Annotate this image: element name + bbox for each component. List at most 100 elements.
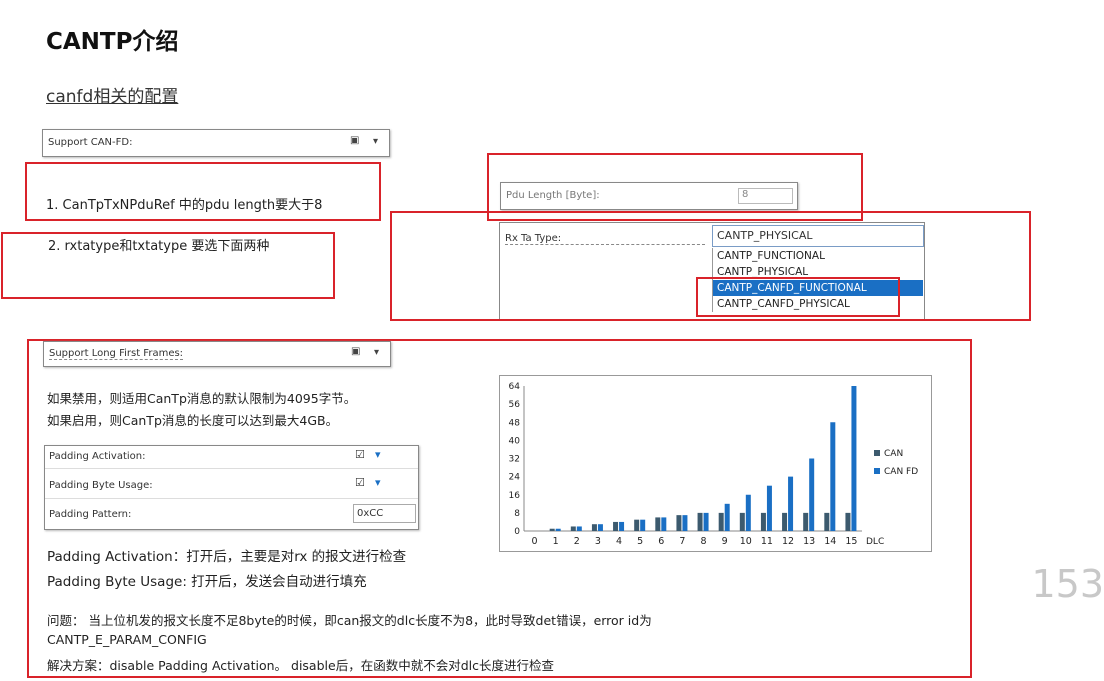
ta-type-options-list: CANTP_FUNCTIONAL CANTP_PHYSICAL CANTP_CA… [712, 248, 923, 312]
padding-byte-usage-checkbox[interactable]: ☑ [355, 476, 365, 489]
legend-swatch [874, 450, 880, 456]
bar-can [697, 512, 703, 531]
support-long-ff-label: Support Long First Frames: [49, 348, 184, 360]
ta-type-select[interactable]: CANTP_PHYSICAL [712, 225, 924, 247]
note-pdu-length: 1. CanTpTxNPduRef 中的pdu length要大于8 [46, 198, 323, 213]
x-tick-label: 1 [553, 536, 559, 547]
x-tick-label: 2 [574, 536, 580, 547]
bar-can [591, 524, 597, 531]
padding-config-panel: Padding Activation: ☑ ▾ Padding Byte Usa… [44, 445, 419, 530]
y-tick-label: 32 [509, 455, 520, 465]
bar-can [760, 512, 766, 531]
x-tick-label: 6 [658, 536, 664, 547]
bar-can [655, 517, 661, 531]
x-tick-label: 8 [701, 536, 707, 547]
bar-can-fd [661, 517, 667, 531]
x-tick-label: 5 [637, 536, 643, 547]
long-ff-disabled-text: 如果禁用，则适用CanTp消息的默认限制为4095字节。 [47, 391, 357, 406]
ta-type-option[interactable]: CANTP_CANFD_PHYSICAL [717, 298, 850, 310]
pdu-length-field: Pdu Length [Byte]: 8 [500, 182, 798, 210]
long-ff-enabled-text: 如果启用，则CanTp消息的长度可以达到最大4GB。 [47, 413, 339, 428]
bar-can-fd [597, 524, 603, 531]
bar-can-fd [830, 422, 836, 531]
ta-type-label: Rx Ta Type: [505, 233, 705, 245]
bar-can-fd [555, 528, 561, 531]
y-tick-label: 24 [509, 473, 521, 483]
bar-can [718, 512, 724, 531]
padding-byte-usage-label: Padding Byte Usage: [49, 480, 153, 491]
bar-can-fd [851, 386, 857, 531]
bar-can [824, 512, 830, 531]
x-tick-label: 14 [824, 536, 836, 547]
bar-can-fd [788, 476, 794, 531]
y-tick-label: 8 [514, 509, 520, 519]
highlight-box-note2 [1, 232, 335, 299]
ta-type-option-selected[interactable]: CANTP_CANFD_FUNCTIONAL [713, 280, 923, 296]
highlight-box-ta-type [390, 211, 1031, 321]
highlight-box-long-ff-padding [27, 339, 972, 678]
x-tick-label: 0 [532, 536, 538, 547]
padding-activation-label: Padding Activation: [49, 451, 146, 462]
x-axis-label: DLC [866, 537, 884, 547]
support-canfd-field[interactable]: Support CAN-FD: ▣ ▾ [42, 129, 390, 157]
x-tick-label: 3 [595, 536, 601, 547]
highlight-box-note1 [25, 162, 381, 221]
bar-can-fd [745, 494, 751, 531]
bar-can-fd [619, 521, 625, 531]
bar-can-fd [682, 515, 688, 531]
chevron-down-icon[interactable]: ▾ [373, 136, 379, 147]
bar-can-fd [724, 503, 730, 531]
padding-byte-usage-desc: Padding Byte Usage: 打开后，发送会自动进行填充 [47, 574, 367, 590]
x-tick-label: 10 [740, 536, 752, 547]
legend-label: CAN FD [884, 467, 918, 477]
bar-can-fd [703, 512, 709, 531]
y-tick-label: 40 [509, 436, 521, 446]
bar-can [549, 528, 555, 531]
note-ta-type: 2. rxtatype和txtatype 要选下面两种 [48, 239, 270, 254]
padding-pattern-label: Padding Pattern: [49, 509, 132, 520]
issue-text: 问题： 当上位机发的报文长度不足8byte的时候，即can报文的dlc长度不为8… [47, 613, 652, 628]
padding-pattern-input[interactable]: 0xCC [353, 504, 416, 523]
chevron-down-icon[interactable]: ▾ [374, 347, 380, 358]
chevron-down-icon[interactable]: ▾ [375, 448, 381, 461]
bar-can [739, 512, 745, 531]
bar-can [613, 521, 619, 531]
support-long-ff-field[interactable]: Support Long First Frames: ▣ ▾ [43, 341, 391, 367]
legend-label: CAN [884, 449, 903, 459]
bar-can [845, 512, 851, 531]
pdu-length-label: Pdu Length [Byte]: [506, 190, 600, 201]
x-tick-label: 11 [761, 536, 773, 547]
padding-activation-desc: Padding Activation：打开后，主要是对rx 的报文进行检查 [47, 549, 407, 565]
solution-text: 解决方案：disable Padding Activation。 disable… [47, 658, 554, 673]
error-id-text: CANTP_E_PARAM_CONFIG [47, 632, 207, 647]
page-title: CANTP介绍 [46, 29, 179, 55]
x-tick-label: 13 [803, 536, 815, 547]
ta-type-option[interactable]: CANTP_FUNCTIONAL [717, 250, 825, 262]
bar-can [782, 512, 788, 531]
bar-can [570, 526, 576, 531]
y-tick-label: 16 [509, 491, 521, 501]
pdu-length-input[interactable]: 8 [738, 188, 793, 204]
checkbox-icon[interactable]: ▣ [351, 346, 361, 357]
bar-can-fd [640, 519, 646, 531]
x-tick-label: 12 [782, 536, 794, 547]
bar-can-fd [766, 485, 772, 531]
y-tick-label: 48 [509, 418, 521, 428]
page-number: 153 [1031, 562, 1104, 606]
bar-can-fd [576, 526, 582, 531]
chevron-down-icon[interactable]: ▾ [375, 476, 381, 489]
x-tick-label: 7 [679, 536, 685, 547]
checkbox-icon[interactable]: ▣ [350, 135, 360, 146]
y-tick-label: 0 [514, 527, 520, 537]
bar-can [634, 519, 640, 531]
bar-can-fd [809, 458, 815, 531]
padding-activation-checkbox[interactable]: ☑ [355, 448, 365, 461]
highlight-box-pdu-length [487, 153, 863, 221]
ta-type-option[interactable]: CANTP_PHYSICAL [717, 266, 809, 278]
ta-type-panel: Rx Ta Type: CANTP_PHYSICAL CANTP_FUNCTIO… [499, 222, 925, 320]
x-tick-label: 15 [845, 536, 857, 547]
support-canfd-label: Support CAN-FD: [48, 137, 133, 148]
y-tick-label: 64 [509, 382, 521, 392]
y-tick-label: 56 [509, 400, 521, 410]
